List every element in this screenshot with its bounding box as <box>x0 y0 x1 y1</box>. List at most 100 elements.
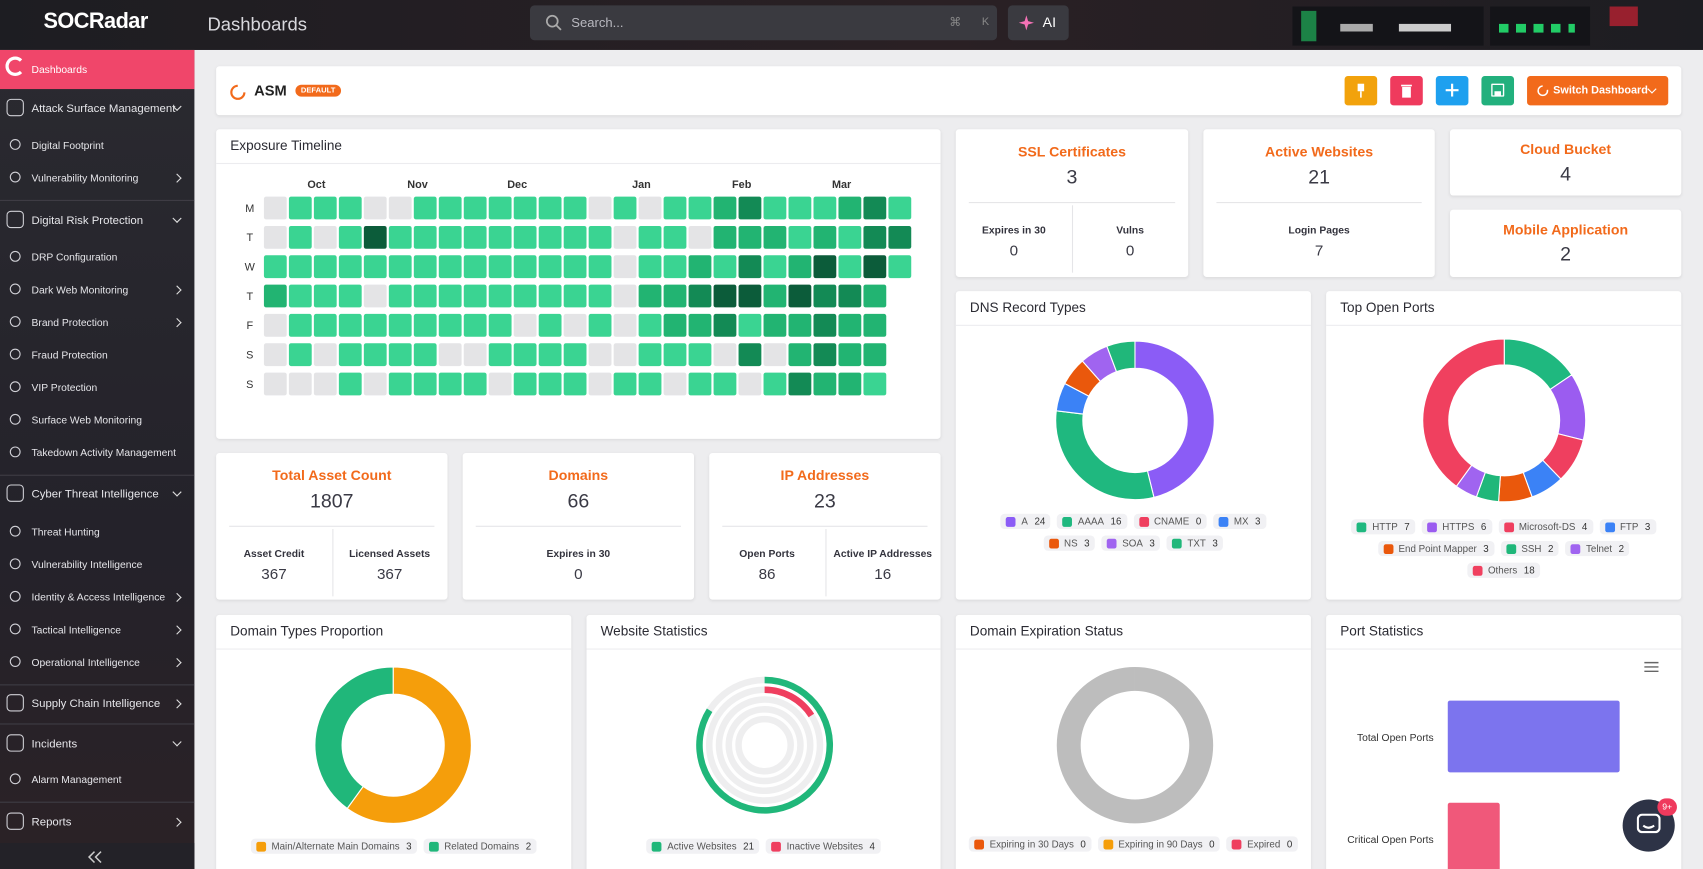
sidebar-item[interactable]: Alarm Management <box>0 764 194 797</box>
sidebar-label: Digital Risk Protection <box>31 213 144 228</box>
legend-item[interactable]: SOA 3 <box>1101 535 1161 551</box>
trash-icon <box>1401 84 1412 98</box>
sidebar-item[interactable]: Operational Intelligence <box>0 646 194 679</box>
separator <box>0 723 195 725</box>
sidebar-label: Incidents <box>31 737 78 751</box>
legend-item[interactable]: Active Websites 21 <box>646 838 760 854</box>
chart-card: Website Statistics Active Websites 21 Inact… <box>586 614 941 869</box>
switch-dashboard-button[interactable]: Switch Dashboard <box>1527 76 1669 106</box>
sidebar-item[interactable]: Surface Web Monitoring <box>0 404 194 437</box>
delete-button[interactable] <box>1390 76 1423 106</box>
sidebar-item[interactable]: VIP Protection <box>0 371 194 404</box>
sidebar-item[interactable]: Identity & Access Intelligence <box>0 581 194 614</box>
legend-item[interactable]: Expiring in 90 Days 0 <box>1097 836 1221 852</box>
sidebar-item[interactable]: Takedown Activity Management <box>0 437 194 470</box>
status-block[interactable] <box>1490 6 1591 46</box>
legend-item[interactable]: HTTPS 6 <box>1421 519 1492 535</box>
legend-item[interactable]: TXT 3 <box>1166 535 1224 551</box>
legend-label: Others <box>1487 564 1518 576</box>
legend-value: 6 <box>1480 521 1487 533</box>
sidebar-item[interactable]: Brand Protection <box>0 306 194 339</box>
sidebar-section[interactable]: Incidents <box>0 728 194 761</box>
sidebar-icon <box>6 734 24 752</box>
sidebar-section[interactable]: Supply Chain Intelligence <box>0 688 194 721</box>
legend-item[interactable]: Telnet 2 <box>1565 540 1630 557</box>
legend-item[interactable]: Main/Alternate Main Domains 3 <box>250 838 418 854</box>
detail-value: 86 <box>758 564 776 583</box>
legend-item[interactable]: Related Domains 2 <box>423 838 537 854</box>
sidebar-item[interactable]: Vulnerability Monitoring <box>0 162 194 195</box>
separator <box>0 801 195 803</box>
legend-item[interactable]: Expired 0 <box>1226 836 1298 852</box>
legend-item[interactable]: NS 3 <box>1043 535 1096 551</box>
chevron <box>172 285 182 295</box>
stat-card: Total Asset Count 1807 Asset Credit 367 Lice… <box>216 452 448 600</box>
sidebar-item[interactable]: Vulnerability Intelligence <box>0 549 194 582</box>
chart-card: Top Open Ports HTTP 7 HTTPS 6 Microsoft-DS 4 FT… <box>1326 291 1682 600</box>
legend-value: 7 <box>1404 521 1410 533</box>
legend-item[interactable]: Others 18 <box>1467 562 1541 578</box>
legend-item[interactable]: MX 3 <box>1213 513 1266 530</box>
legend-item[interactable]: Expiring in 30 Days 0 <box>968 836 1092 852</box>
chevron <box>172 737 182 747</box>
legend-swatch <box>1172 538 1182 549</box>
legend-label: CNAME <box>1153 515 1190 527</box>
sidebar-item[interactable]: DRP Configuration <box>0 241 194 274</box>
legend-item[interactable]: CNAME 0 <box>1133 513 1207 530</box>
legend-value: 24 <box>1034 515 1046 527</box>
chat-button[interactable]: 9+ <box>1622 798 1677 852</box>
legend-value: 3 <box>1212 537 1218 549</box>
sidebar-section[interactable]: Digital Risk Protection <box>0 204 194 237</box>
legend-item[interactable]: SSH 2 <box>1500 540 1559 557</box>
sidebar-section[interactable]: Reports <box>0 806 194 839</box>
legend-item[interactable]: A 24 <box>1000 513 1051 530</box>
detail-value: 7 <box>1314 241 1324 259</box>
sidebar-item[interactable]: Digital Footprint <box>0 129 194 162</box>
legend-label: TXT <box>1187 537 1206 549</box>
save-button[interactable] <box>1481 76 1515 106</box>
legend-label: HTTPS <box>1442 521 1475 533</box>
plus-icon <box>1445 83 1459 97</box>
legend-item[interactable]: Inactive Websites 4 <box>765 838 881 854</box>
legend-item[interactable]: Microsoft-DS 4 <box>1498 519 1593 535</box>
sidebar-label: Threat Hunting <box>31 526 100 539</box>
stat-card: SSL Certificates 3 Expires in 30 0 Vulns 0 <box>955 129 1189 277</box>
switch-label: Switch Dashboard <box>1553 84 1648 97</box>
ai-button[interactable]: AI <box>1007 5 1069 41</box>
add-button[interactable] <box>1435 76 1469 106</box>
sidebar-item[interactable]: Dark Web Monitoring <box>0 274 194 307</box>
chevron <box>172 487 182 497</box>
card-title: Port Statistics <box>1340 623 1424 639</box>
detail-value: 16 <box>874 564 892 583</box>
legend-item[interactable]: FTP 3 <box>1599 519 1656 535</box>
sidebar-icon <box>9 773 21 785</box>
pin-icon <box>1357 83 1365 98</box>
detail-label: Open Ports <box>739 548 795 561</box>
logo[interactable]: SOCRadar <box>43 9 148 34</box>
legend-item[interactable]: AAAA 16 <box>1057 513 1127 530</box>
legend-swatch <box>1006 516 1016 527</box>
sidebar-item[interactable]: Dashboards <box>0 49 195 90</box>
sidebar-item[interactable]: Fraud Protection <box>0 339 194 372</box>
sidebar-section[interactable]: Cyber Threat Intelligence <box>0 478 194 511</box>
status-dots <box>1498 23 1575 33</box>
search-icon <box>545 14 562 31</box>
sidebar-icon <box>9 558 21 570</box>
user-text <box>1340 23 1373 32</box>
sidebar-section[interactable]: Attack Surface Management <box>0 92 194 125</box>
legend-swatch <box>1231 839 1242 849</box>
stat-value: 3 <box>1066 166 1078 188</box>
pin-button[interactable] <box>1344 76 1378 106</box>
detail-value: 0 <box>574 564 583 583</box>
profile[interactable] <box>1609 6 1638 27</box>
collapse-bar[interactable] <box>0 842 195 869</box>
sidebar-item[interactable]: Tactical Intelligence <box>0 614 194 647</box>
search-box[interactable]: Search... ⌘ K <box>530 5 998 41</box>
stat-title: IP Addresses <box>780 467 870 484</box>
legend-item[interactable]: HTTP 7 <box>1351 519 1416 535</box>
user-block[interactable] <box>1292 6 1484 46</box>
chat-icon <box>1636 813 1661 834</box>
sidebar-item[interactable]: Threat Hunting <box>0 516 194 549</box>
divider <box>216 648 572 650</box>
legend-item[interactable]: End Point Mapper 3 <box>1377 540 1495 557</box>
